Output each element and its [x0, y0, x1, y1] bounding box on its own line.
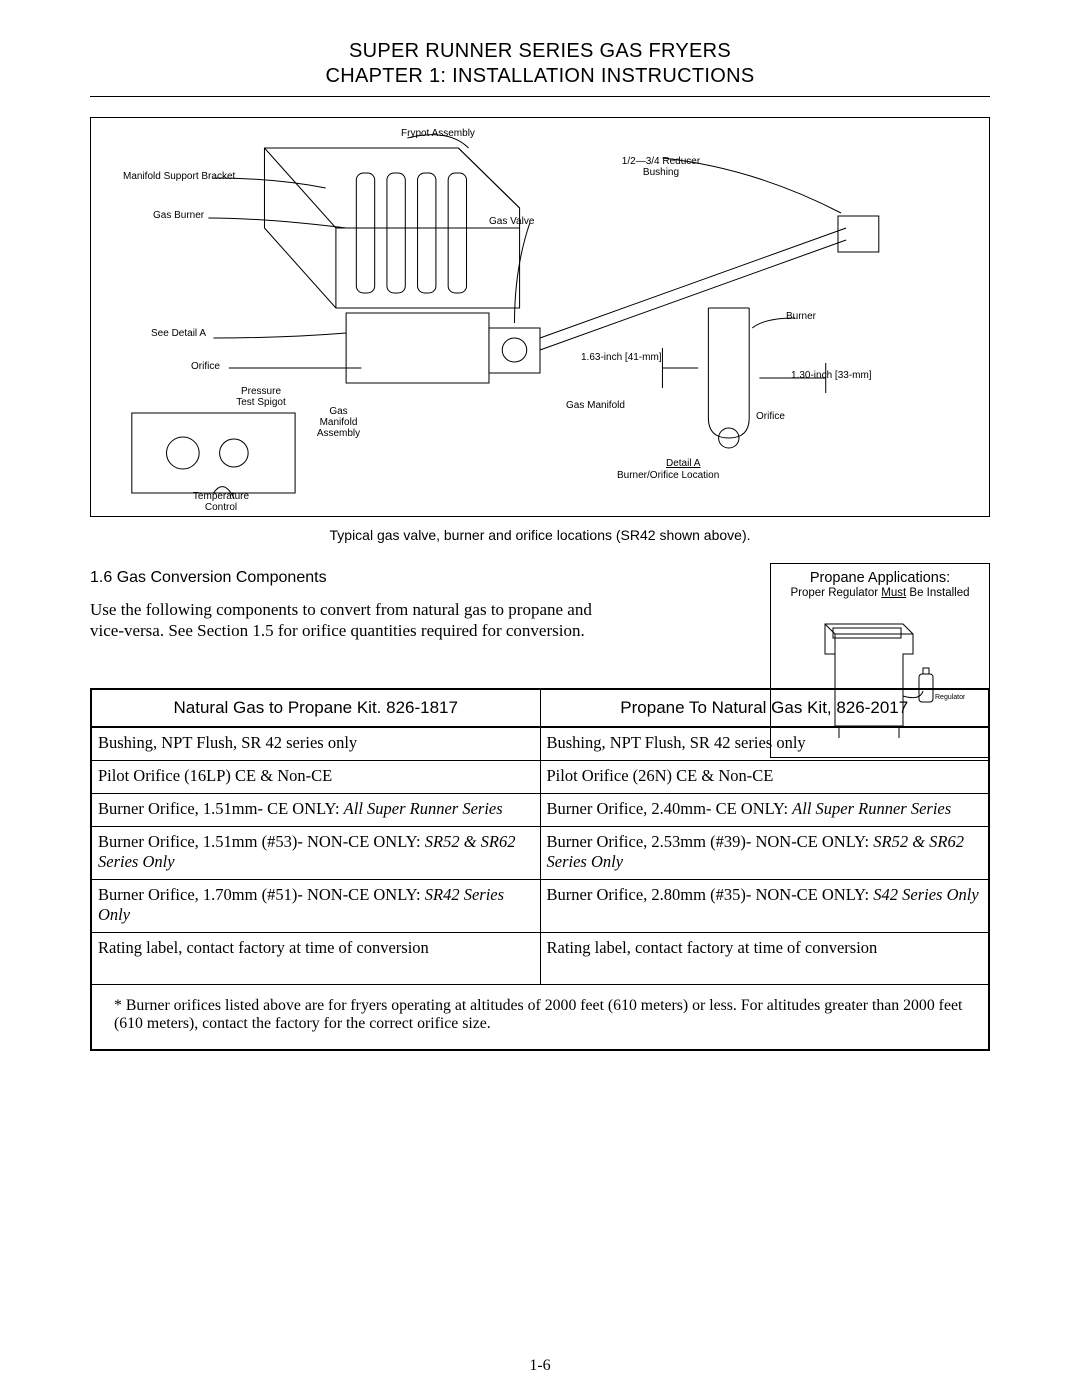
table-cell: Rating label, contact factory at time of…: [540, 932, 989, 984]
label-dim2: 1.30-inch [33-mm]: [791, 370, 872, 381]
table-header-left: Natural Gas to Propane Kit. 826-1817: [91, 689, 540, 727]
propane-subtitle: Proper Regulator Must Be Installed: [775, 587, 985, 599]
page-header: SUPER RUNNER SERIES GAS FRYERS CHAPTER 1…: [90, 40, 990, 88]
label-orifice-right: Orifice: [756, 411, 785, 422]
propane-illustration: Regulator: [775, 603, 985, 743]
table-cell: Burner Orifice, 2.80mm (#35)- NON-CE ONL…: [540, 879, 989, 932]
regulator-label: Regulator: [935, 694, 965, 701]
label-gas-manifold: Gas Manifold: [566, 400, 625, 411]
table-cell: Pilot Orifice (16LP) CE & Non-CE: [91, 760, 540, 793]
header-line-2: CHAPTER 1: INSTALLATION INSTRUCTIONS: [90, 65, 990, 88]
label-detail-sub: Burner/Orifice Location: [617, 470, 719, 481]
header-line-1: SUPER RUNNER SERIES GAS FRYERS: [90, 40, 990, 63]
table-row: Pilot Orifice (16LP) CE & Non-CEPilot Or…: [91, 760, 989, 793]
manual-page: SUPER RUNNER SERIES GAS FRYERS CHAPTER 1…: [0, 0, 1080, 1397]
label-orifice-left: Orifice: [191, 361, 220, 372]
table-footnote-row: * Burner orifices listed above are for f…: [91, 984, 989, 1050]
page-number: 1-6: [0, 1357, 1080, 1375]
label-gas-manifold-assy: Gas Manifold Assembly: [311, 406, 366, 439]
table-footnote: * Burner orifices listed above are for f…: [91, 984, 989, 1050]
label-detail-a: Detail A: [666, 458, 700, 469]
label-reducer: 1/2—3/4 Reducer Bushing: [611, 156, 711, 178]
label-dim1: 1.63-inch [41-mm]: [581, 352, 662, 363]
table-cell: Burner Orifice, 2.53mm (#39)- NON-CE ONL…: [540, 826, 989, 879]
table-cell: Burner Orifice, 1.51mm (#53)- NON-CE ONL…: [91, 826, 540, 879]
table-row: Rating label, contact factory at time of…: [91, 932, 989, 984]
label-see-detail: See Detail A: [151, 328, 206, 339]
header-rule: [90, 96, 990, 97]
propane-title: Propane Applications:: [775, 570, 985, 586]
label-temp-control: Temperature Control: [186, 491, 256, 513]
table-cell: Burner Orifice, 2.40mm- CE ONLY: All Sup…: [540, 793, 989, 826]
diagram-box: Frypot Assembly Manifold Support Bracket…: [90, 117, 990, 517]
label-burner-right: Burner: [786, 311, 816, 322]
mid-section: 1.6 Gas Conversion Components Use the fo…: [90, 569, 990, 642]
propane-applications-box: Propane Applications: Proper Regulator M…: [770, 563, 990, 758]
table-row: Burner Orifice, 1.51mm- CE ONLY: All Sup…: [91, 793, 989, 826]
table-row: Burner Orifice, 1.70mm (#51)- NON-CE ONL…: [91, 879, 989, 932]
label-manifold-bracket: Manifold Support Bracket: [123, 171, 235, 182]
label-gas-burner: Gas Burner: [153, 210, 204, 221]
label-pressure-spigot: Pressure Test Spigot: [236, 386, 286, 408]
section-body: Use the following components to convert …: [90, 599, 610, 642]
table-cell: Burner Orifice, 1.51mm- CE ONLY: All Sup…: [91, 793, 540, 826]
propane-sub-must: Must: [881, 587, 906, 599]
propane-sub-suffix: Be Installed: [906, 587, 969, 599]
table-cell: Rating label, contact factory at time of…: [91, 932, 540, 984]
table-body: Bushing, NPT Flush, SR 42 series onlyBus…: [91, 727, 989, 1050]
label-frypot: Frypot Assembly: [401, 128, 475, 139]
table-cell: Burner Orifice, 1.70mm (#51)- NON-CE ONL…: [91, 879, 540, 932]
propane-sub-prefix: Proper Regulator: [791, 587, 882, 599]
label-gas-valve: Gas Valve: [489, 216, 534, 227]
table-cell: Pilot Orifice (26N) CE & Non-CE: [540, 760, 989, 793]
diagram-caption: Typical gas valve, burner and orifice lo…: [90, 527, 990, 543]
table-row: Burner Orifice, 1.51mm (#53)- NON-CE ONL…: [91, 826, 989, 879]
table-cell: Bushing, NPT Flush, SR 42 series only: [91, 727, 540, 761]
